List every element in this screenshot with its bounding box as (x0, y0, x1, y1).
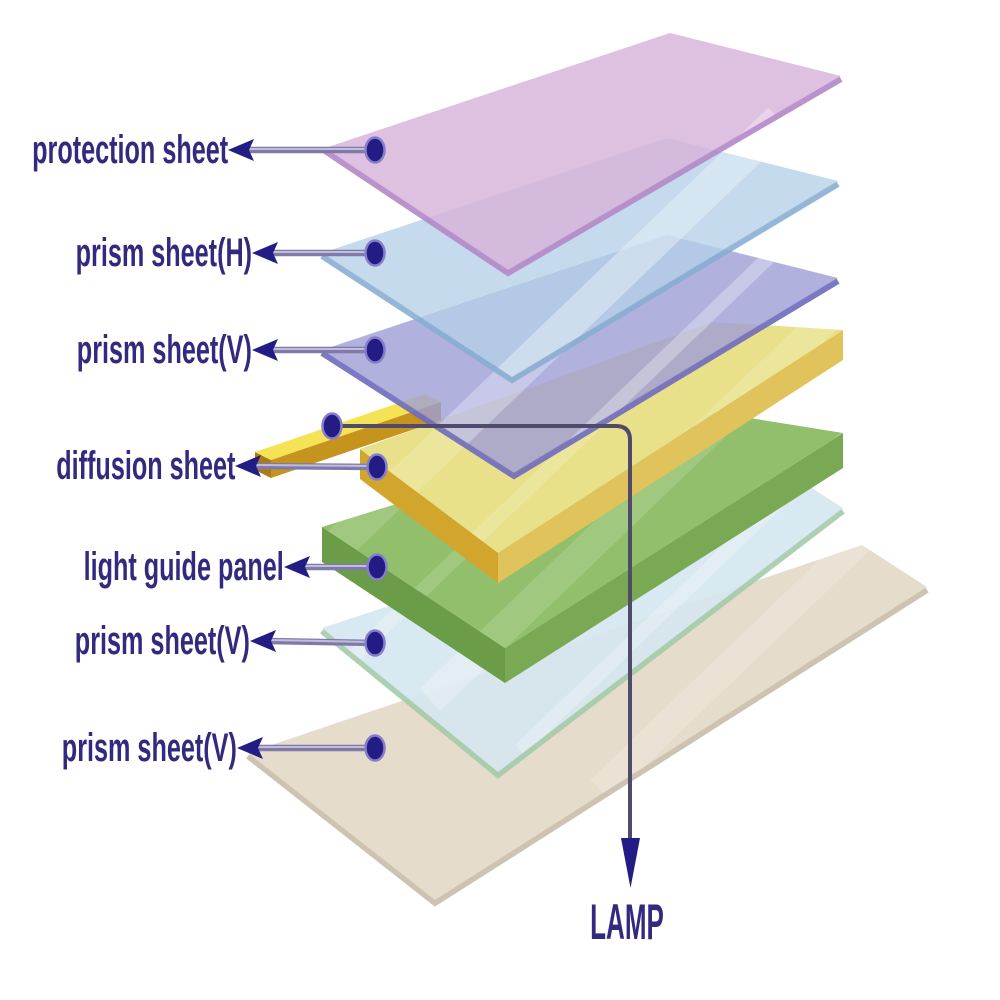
lamp-arrowhead-icon (621, 838, 640, 888)
arrowhead-icon (252, 339, 278, 361)
lamp-anchor-dot (321, 412, 343, 440)
arrow-prism-sheet-v-upper (252, 336, 386, 364)
anchor-dot (364, 734, 386, 762)
protection-sheet-layer (323, 33, 843, 277)
label-prism-sheet-h: prism sheet(H) (75, 231, 252, 275)
arrow-protection-sheet (228, 136, 386, 164)
anchor-dot (366, 553, 388, 581)
label-prism-sheet-v-upper: prism sheet(V) (76, 328, 252, 372)
prism-sheet-v-upper-layer (320, 235, 840, 480)
arrowhead-icon (237, 737, 263, 759)
lamp-connector-line (321, 412, 640, 888)
arrow-prism-sheet-h (252, 239, 386, 267)
label-protection-sheet: protection sheet (31, 128, 228, 172)
arrowhead-icon (284, 556, 310, 578)
anchor-dot (364, 239, 386, 267)
arrowhead-icon (252, 242, 278, 264)
prism-sheet-v-bottom-layer (246, 545, 929, 907)
anchor-dot (366, 453, 388, 481)
label-prism-sheet-v-bottom: prism sheet(V) (61, 726, 237, 770)
arrow-prism-sheet-v-lower (250, 629, 386, 657)
label-prism-sheet-v-lower: prism sheet(V) (74, 619, 250, 663)
arrowhead-icon (235, 455, 261, 477)
arrowhead-icon (250, 630, 276, 652)
diffusion-sheet-layer (360, 322, 843, 583)
anchor-dot (364, 136, 386, 164)
label-light-guide-panel: light guide panel (83, 545, 284, 589)
label-diffusion-sheet: diffusion sheet (55, 444, 235, 488)
prism-sheet-h-layer (320, 138, 840, 384)
arrow-diffusion-sheet (235, 453, 388, 481)
label-arrows (228, 136, 388, 762)
anchor-dot (364, 336, 386, 364)
arrow-prism-sheet-v-bottom (237, 734, 386, 762)
arrowhead-icon (228, 139, 254, 161)
label-lamp: LAMP (590, 894, 664, 950)
anchor-dot (364, 629, 386, 657)
arrow-light-guide-panel (284, 553, 388, 581)
